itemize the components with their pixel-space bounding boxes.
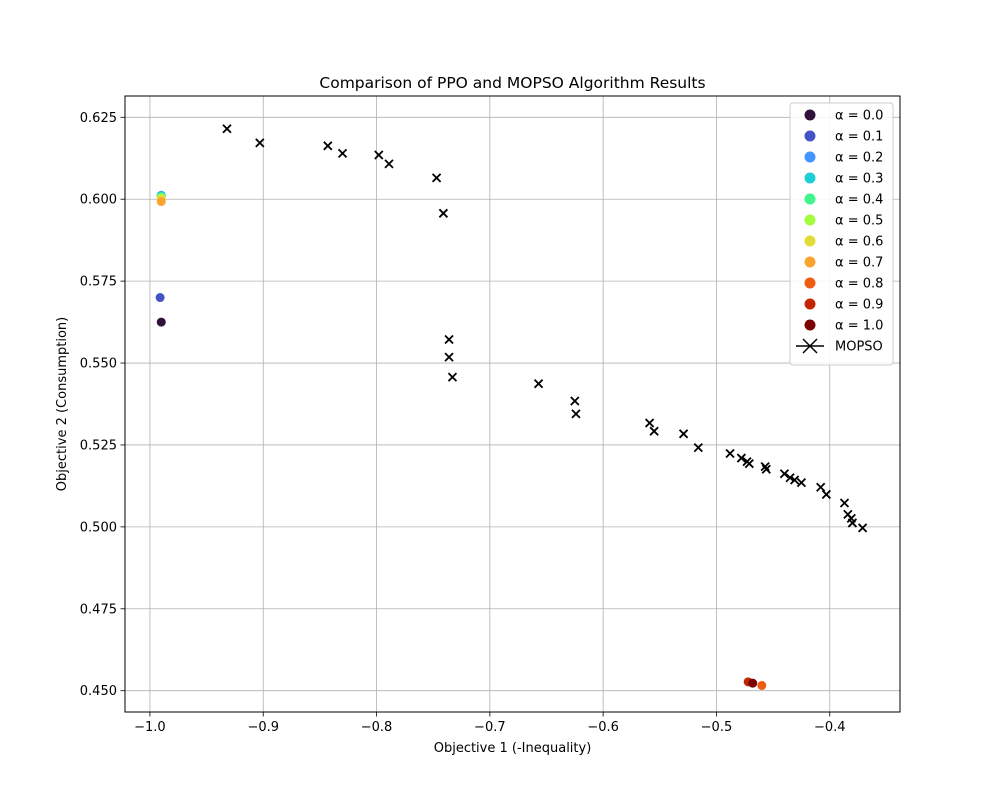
mopso-point (736, 453, 747, 463)
mopso-point (796, 478, 807, 488)
axis-ticks: −1.0 −0.9 −0.8 −0.7 −0.6 −0.5 −0.4 0.450 0.475 0.… (80, 111, 846, 735)
legend-mopso-marker (796, 338, 824, 354)
mopso-point (693, 442, 703, 453)
mopso-point (444, 352, 454, 362)
grid (125, 96, 900, 712)
legend-label: MOPSO (835, 340, 883, 355)
legend-marker (804, 235, 816, 247)
mopso-point (821, 489, 831, 500)
mopso-point (384, 159, 394, 169)
mopso-point (222, 124, 232, 134)
chart-title: Comparison of PPO and MOPSO Algorithm Re… (319, 74, 705, 92)
legend-marker (804, 298, 816, 310)
legend-marker (804, 256, 816, 268)
mopso-point (779, 469, 790, 479)
mopso-point (857, 523, 868, 533)
mopso-point (255, 138, 265, 148)
legend-marker (804, 172, 816, 184)
legend-marker (804, 130, 816, 142)
legend-label: α = 0.7 (835, 256, 883, 271)
mopso-point (337, 148, 348, 158)
alpha-point-0 (156, 317, 166, 327)
legend-box (789, 102, 894, 366)
y-tick-label: 0.525 (80, 438, 117, 453)
alpha-point-1 (155, 293, 165, 303)
y-axis-title: Objective 2 (Consumption) (55, 317, 70, 491)
x-tick-label: −0.5 (701, 720, 733, 735)
y-tick-label: 0.450 (80, 684, 117, 699)
x-tick-label: −0.4 (814, 720, 846, 735)
mopso-point (760, 461, 770, 472)
mopso-point (444, 334, 454, 345)
mopso-point (644, 418, 655, 428)
mopso-point (374, 150, 384, 160)
mopso-point (678, 429, 689, 439)
legend-marker (804, 277, 816, 289)
legend-marker (804, 214, 816, 226)
y-tick-label: 0.575 (80, 275, 117, 290)
y-tick-label: 0.600 (80, 193, 117, 208)
legend-label: α = 1.0 (835, 319, 883, 334)
mopso-point (744, 458, 754, 469)
mopso-point (431, 173, 442, 183)
mopso-point (839, 498, 850, 508)
legend-label: α = 0.2 (835, 151, 883, 166)
y-tick-label: 0.550 (80, 357, 117, 372)
x-axis-title: Objective 1 (-Inequality) (434, 741, 592, 756)
mopso-point (725, 448, 735, 459)
legend-marker (804, 151, 816, 163)
mopso-point (533, 379, 544, 389)
legend-label: α = 0.0 (835, 109, 883, 124)
data-points (155, 124, 868, 690)
mopso-point (649, 426, 659, 436)
mopso-point (847, 518, 858, 528)
legend-label: α = 0.4 (835, 193, 883, 208)
legend-label: α = 0.1 (835, 130, 883, 145)
mopso-point (447, 372, 458, 382)
y-tick-label: 0.625 (80, 111, 117, 126)
x-tick-label: −0.8 (361, 720, 393, 735)
legend-marker (804, 109, 816, 121)
mopso-point (761, 464, 771, 474)
legend-label: α = 0.3 (835, 172, 883, 187)
mopso-point (570, 396, 580, 406)
legend-marker (804, 319, 816, 331)
legend: α = 0.0 α = 0.1 α = 0.2 α = 0.3 α = 0.4 α = 0… (789, 102, 894, 366)
mopso-point (785, 473, 795, 483)
y-tick-label: 0.475 (80, 602, 117, 617)
x-tick-label: −0.9 (247, 720, 279, 735)
x-tick-label: −0.6 (587, 720, 619, 735)
alpha-point-8 (757, 680, 767, 690)
alpha-point-7 (156, 197, 166, 207)
mopso-point (571, 409, 581, 419)
mopso-point (789, 475, 800, 485)
legend-marker (804, 193, 816, 205)
legend-label: α = 0.6 (835, 235, 883, 250)
y-tick-label: 0.500 (80, 520, 117, 535)
legend-label: α = 0.5 (835, 214, 883, 229)
legend-label: α = 0.8 (835, 277, 883, 292)
mopso-point (438, 208, 449, 218)
alpha-point-10 (748, 678, 758, 688)
x-tick-label: −0.7 (474, 720, 506, 735)
legend-label: α = 0.9 (835, 298, 883, 313)
plot-frame (124, 95, 901, 713)
mopso-point (323, 141, 333, 151)
x-tick-label: −1.0 (134, 720, 166, 735)
mopso-point (816, 482, 826, 492)
